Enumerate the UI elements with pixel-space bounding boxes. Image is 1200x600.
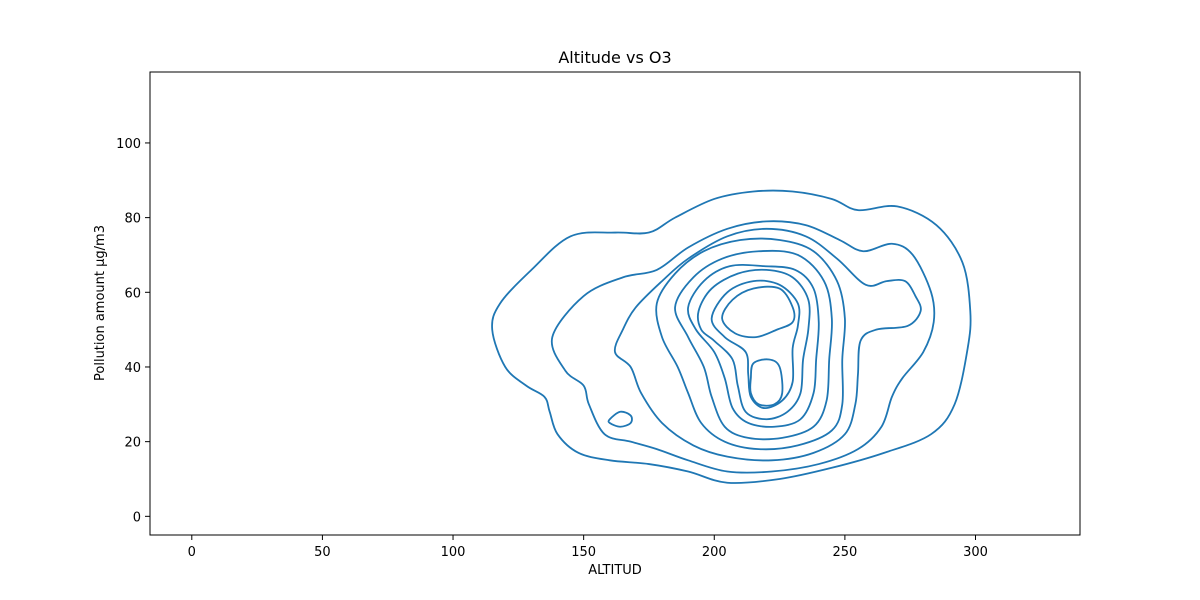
x-tick-label: 200	[702, 545, 727, 560]
contour-line-9	[721, 285, 796, 339]
contour-line-7	[697, 268, 811, 421]
contour-line-8	[710, 279, 801, 409]
y-tick-label: 20	[124, 436, 141, 451]
y-tick-label: 40	[124, 361, 141, 376]
plot-area	[149, 71, 1081, 536]
chart-title: Altitude vs O3	[558, 48, 671, 67]
y-axis-ticks: 0 20 40 60 80 100	[116, 137, 150, 525]
x-axis-ticks: 0 50 100 150 200 250 300	[188, 535, 988, 560]
y-tick-label: 0	[133, 510, 141, 525]
x-tick-label: 150	[571, 545, 596, 560]
contour-lines	[491, 189, 972, 484]
x-axis-label: ALTITUD	[588, 563, 642, 578]
contour-line-4	[655, 237, 846, 451]
contour-line-1	[491, 189, 972, 484]
x-tick-label: 250	[832, 545, 857, 560]
contour-line-11	[607, 410, 633, 428]
x-tick-label: 100	[441, 545, 466, 560]
y-tick-label: 80	[124, 212, 141, 227]
contour-line-2	[550, 220, 936, 474]
x-tick-label: 50	[314, 545, 331, 560]
contour-line-10	[749, 358, 784, 407]
contour-line-5	[674, 249, 833, 441]
y-axis-label: Pollution amount µg/m3	[93, 225, 108, 381]
x-tick-label: 0	[188, 545, 196, 560]
y-tick-label: 100	[116, 137, 141, 152]
contour-line-3	[613, 227, 922, 462]
y-tick-label: 60	[124, 286, 141, 301]
x-tick-label: 300	[963, 545, 988, 560]
contour-line-6	[687, 264, 820, 428]
